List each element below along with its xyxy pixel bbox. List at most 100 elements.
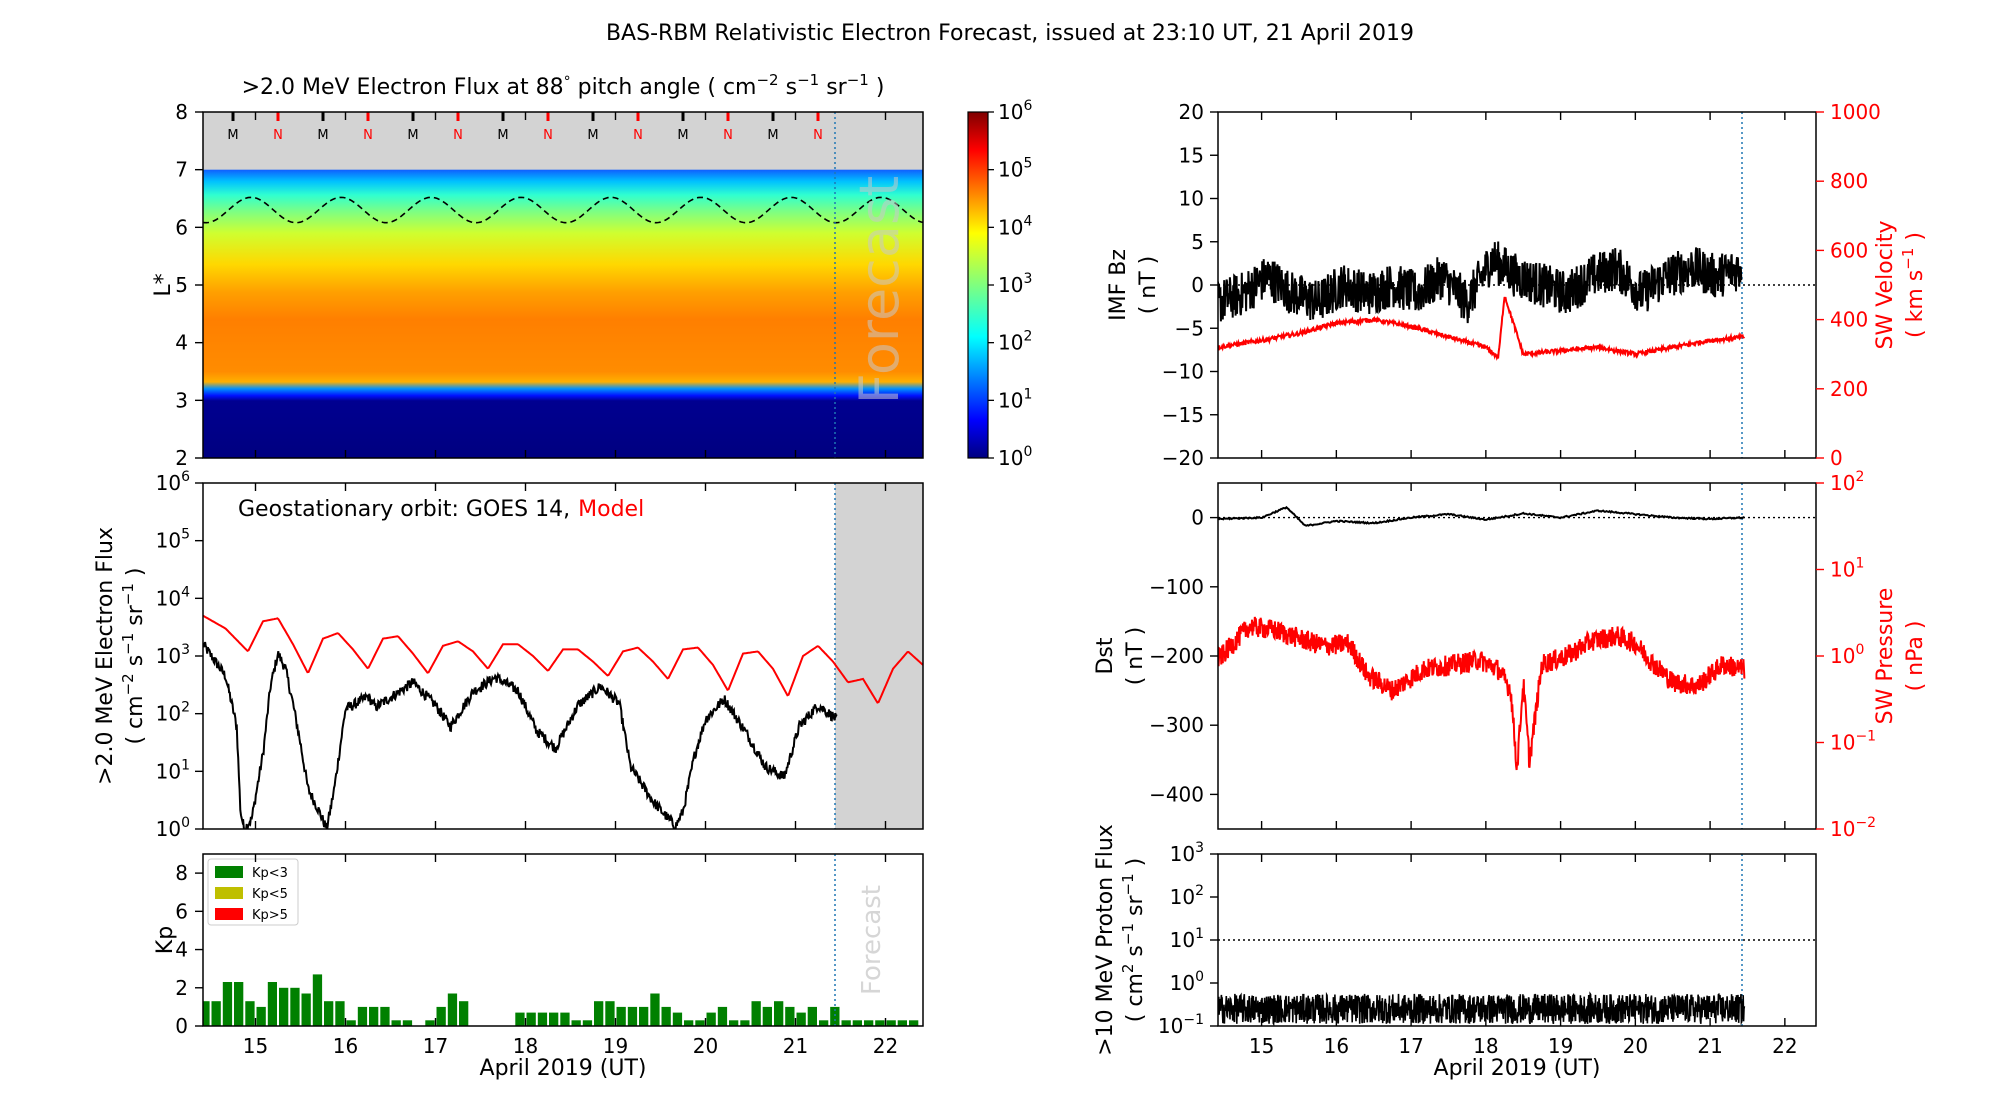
y-tick-label: 101 (156, 757, 190, 783)
mlt-label: M (497, 128, 508, 143)
x-tick-label: 19 (1548, 1034, 1573, 1058)
y-tick-label-right: 200 (1830, 377, 1868, 401)
sw-velocity-yticks: 0 200 400 600 800 1000 (1816, 100, 1881, 470)
kp-bar (864, 1020, 874, 1026)
geo-annotation-model: Model (578, 497, 644, 522)
colorbar-tick-label: 106 (998, 98, 1032, 124)
y-tick-label: 0 (175, 1014, 188, 1038)
y-tick-label: −5 (1175, 316, 1204, 340)
kp-bar (346, 1020, 356, 1026)
y-tick-label: 100 (156, 815, 190, 841)
kp-bar (762, 1006, 772, 1026)
x-tick-label: 20 (1623, 1034, 1648, 1058)
colorbar-tick-label: 101 (998, 386, 1032, 412)
kp-bar (807, 1006, 817, 1026)
kp-legend-swatch (215, 887, 243, 899)
kp-bar (256, 1006, 266, 1026)
geo-flux-ylabel-1: >2.0 MeV Electron Flux (93, 527, 118, 785)
kp-bar (290, 987, 300, 1026)
kp-bar (661, 1006, 671, 1026)
y-tick-label: 8 (175, 861, 188, 885)
y-tick-label: −200 (1149, 644, 1204, 668)
kp-bar (684, 1020, 694, 1026)
y-tick-label: 2 (175, 446, 188, 470)
y-tick-label-right: 600 (1830, 238, 1868, 262)
y-tick-label: 4 (175, 331, 188, 355)
y-tick-label: 105 (156, 527, 190, 553)
dst-ylabel-1: Dst (1093, 637, 1118, 674)
kp-bar (751, 1001, 761, 1026)
flux-forecast-label: Forecast (848, 176, 911, 405)
y-tick-label-right: 100 (1830, 642, 1864, 668)
kp-bar (549, 1012, 559, 1026)
dst-xticks (1260, 483, 1786, 829)
kp-bar (594, 1001, 604, 1026)
kp-bar (515, 1012, 525, 1026)
y-tick-label: 0 (1191, 273, 1204, 297)
y-tick-label: 103 (156, 642, 190, 668)
kp-bar (897, 1020, 907, 1026)
y-tick-label: −100 (1149, 575, 1204, 599)
goes-flux-line (203, 641, 838, 829)
kp-bar (717, 1006, 728, 1026)
y-tick-label: −300 (1149, 713, 1204, 737)
y-tick-label-right: 10−1 (1830, 729, 1876, 755)
mlt-label: N (543, 128, 553, 143)
kp-bar (357, 1006, 368, 1026)
y-tick-label: 4 (175, 938, 188, 962)
mlt-label: M (317, 128, 328, 143)
y-tick-label-right: 1000 (1830, 100, 1881, 124)
y-tick-label-right: 10−2 (1830, 815, 1876, 841)
y-tick-label: 104 (156, 584, 190, 610)
imf-ylabel-1: IMF Bz (1106, 249, 1131, 321)
dashed-contour (203, 196, 923, 224)
geo-flux-yticks: 100 101 102 103 104 105 106 (156, 469, 203, 841)
flux-map-title: >2.0 MeV Electron Flux at 88° pitch angl… (242, 71, 885, 100)
sw-pressure-ylabel-2: ( nPa ) (1903, 621, 1928, 692)
y-tick-label: −400 (1149, 782, 1204, 806)
y-tick-label: −10 (1162, 360, 1204, 384)
imf-xticks (1260, 112, 1786, 458)
imf-bz-line (1218, 241, 1743, 324)
flux-map-yticks: 2 3 4 5 6 7 8 (175, 100, 203, 470)
kp-legend: Kp<3 Kp<5 Kp>5 (207, 858, 299, 926)
y-tick-label: 102 (1170, 883, 1204, 909)
kp-bar (425, 1020, 435, 1026)
sw-pressure-yticks: 10−2 10−1 100 101 102 (1816, 469, 1876, 841)
kp-bar (706, 1012, 716, 1026)
x-tick-label: 16 (1324, 1034, 1349, 1058)
geo-flux-ylabel-2: ( cm−2 s−1 sr−1 ) (119, 567, 148, 744)
y-tick-label: 10 (1179, 187, 1204, 211)
mlt-label: M (407, 128, 418, 143)
x-tick-label: 20 (693, 1034, 718, 1058)
mlt-label: N (723, 128, 733, 143)
x-tick-label: 17 (1398, 1034, 1423, 1058)
kp-bar (582, 1020, 593, 1026)
kp-bar (335, 1001, 345, 1026)
kp-legend-label: Kp>5 (252, 908, 288, 923)
y-tick-label-right: 102 (1830, 469, 1864, 495)
kp-legend-label: Kp<3 (252, 866, 288, 881)
y-tick-label-right: 800 (1830, 169, 1868, 193)
kp-bar (402, 1020, 413, 1026)
kp-ylabel: Kp (153, 926, 178, 954)
geo-flux-frame (202, 482, 924, 830)
kp-bar (729, 1020, 739, 1026)
geo-flux-panel: Geostationary orbit: GOES 14, Model 10010… (93, 469, 924, 841)
kp-bar (245, 1001, 255, 1026)
kp-bar (841, 1020, 851, 1026)
imf-ylabel-2: ( nT ) (1136, 256, 1161, 315)
kp-bar (830, 1006, 840, 1026)
y-tick-label: 8 (175, 100, 188, 124)
colorbar-scale (967, 111, 989, 459)
y-tick-label: 0 (1191, 506, 1204, 530)
y-tick-label: 103 (1170, 840, 1204, 866)
dst-line (1218, 505, 1745, 527)
kp-bar (650, 993, 660, 1026)
kp-bar (819, 1020, 829, 1026)
kp-bar (211, 1001, 221, 1026)
kp-bar (391, 1020, 401, 1026)
x-tick-label: 15 (1249, 1034, 1274, 1058)
